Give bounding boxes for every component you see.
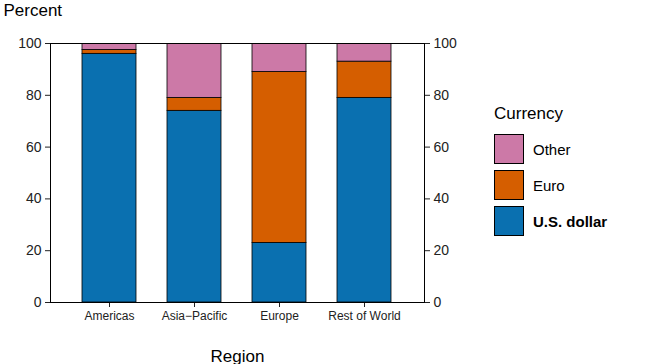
svg-text:Europe: Europe: [260, 309, 299, 323]
svg-text:Percent: Percent: [4, 1, 63, 20]
svg-text:Region: Region: [211, 347, 265, 364]
svg-text:Asia−Pacific: Asia−Pacific: [162, 309, 228, 323]
svg-text:80: 80: [26, 87, 42, 103]
svg-text:40: 40: [434, 190, 450, 206]
html-text:Euro: Euro: [533, 176, 565, 194]
html-text:Other: Other: [533, 140, 571, 158]
svg-text:100: 100: [434, 35, 458, 51]
svg-text:20: 20: [26, 242, 42, 258]
svg-text:40: 40: [26, 190, 42, 206]
svg-text:60: 60: [26, 139, 42, 155]
html-text:U.S. dollar: U.S. dollar: [533, 212, 608, 230]
svg-text:60: 60: [434, 139, 450, 155]
svg-text:100: 100: [18, 35, 42, 51]
svg-text:20: 20: [434, 242, 450, 258]
html-text:Currency: Currency: [494, 104, 563, 123]
svg-text:Rest of World: Rest of World: [328, 309, 400, 323]
svg-text:Americas: Americas: [84, 309, 134, 323]
svg-text:80: 80: [434, 87, 450, 103]
svg-text:0: 0: [434, 294, 442, 310]
svg-text:0: 0: [34, 294, 42, 310]
